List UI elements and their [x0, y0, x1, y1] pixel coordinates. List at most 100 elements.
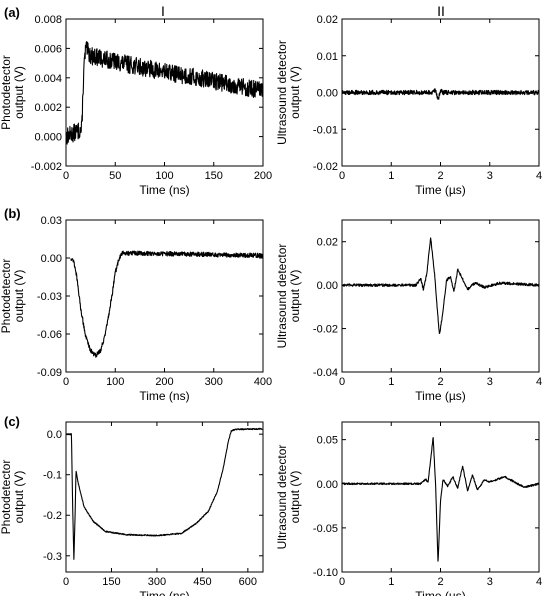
- y-tick-label: -0.02: [313, 161, 338, 173]
- y-axis-label-line: Ultrasound detector: [275, 445, 289, 550]
- x-tick-label: 300: [205, 376, 223, 388]
- plot-frame-c-I: [65, 421, 264, 573]
- y-axis-label-line: output (V): [12, 66, 26, 119]
- x-tick-label: 1: [388, 170, 394, 182]
- y-axis-label-line: Ultrasound detector: [275, 40, 289, 145]
- y-tick-label: -0.03: [37, 291, 62, 303]
- y-tick-label: -0.01: [313, 124, 338, 136]
- y-tick-label: -0.10: [313, 567, 338, 579]
- trace-a-II: [341, 88, 540, 100]
- x-axis-label: Time (µs): [415, 589, 465, 596]
- y-tick-label: 0.00: [317, 280, 338, 292]
- y-axis-label-line: output (V): [12, 270, 26, 323]
- x-tick-label: 0: [63, 576, 69, 588]
- x-tick-label: 0: [63, 376, 69, 388]
- x-tick-label: 300: [148, 576, 166, 588]
- y-tick-label: 0.00: [317, 479, 338, 491]
- trace-c-I: [65, 427, 264, 560]
- y-axis-label-line: output (V): [288, 471, 302, 524]
- x-tick-label: 1: [388, 376, 394, 388]
- plot-frame-b-I: [65, 219, 264, 373]
- y-tick-label: 0.03: [41, 215, 62, 227]
- x-tick-label: 4: [536, 576, 542, 588]
- row-label-c: (c): [4, 414, 20, 429]
- x-tick-label: 0: [339, 376, 345, 388]
- y-tick-label: -0.3: [43, 551, 62, 563]
- x-axis-label: Time (ns): [139, 589, 189, 596]
- x-tick-label: 0: [339, 170, 345, 182]
- y-tick-label: 0.000: [34, 132, 62, 144]
- x-tick-label: 2: [437, 170, 443, 182]
- y-axis-label-line: output (V): [288, 66, 302, 119]
- y-tick-label: -0.02: [313, 324, 338, 336]
- y-axis-label-line: Photodetector: [0, 55, 13, 130]
- x-tick-label: 150: [205, 170, 223, 182]
- x-axis-label: Time (µs): [415, 183, 465, 197]
- y-tick-label: 0.006: [34, 43, 62, 55]
- y-tick-label: 0.00: [41, 253, 62, 265]
- y-tick-label: 0.002: [34, 102, 62, 114]
- panel-b-II: 0 1 2 3 4 -0.04 -0.02 0.00 0.02 Time (µs) Ultrasou…: [275, 219, 542, 403]
- x-tick-label: 4: [536, 376, 542, 388]
- y-axis-label: Ultrasound detectoroutput (V): [275, 445, 302, 550]
- trace-b-I: [70, 250, 264, 358]
- y-axis-label-line: Ultrasound detector: [275, 244, 289, 349]
- x-axis-label: Time (ns): [139, 389, 189, 403]
- y-axis-label: Photodetectoroutput (V): [0, 55, 26, 130]
- x-tick-label: 2: [437, 576, 443, 588]
- trace-c-II: [341, 437, 540, 562]
- y-tick-label: 0.02: [317, 14, 338, 26]
- trace-b-II: [341, 237, 540, 335]
- y-tick-label: -0.09: [37, 367, 62, 379]
- y-axis-label-line: Photodetector: [0, 460, 13, 535]
- y-tick-label: 0.00: [317, 88, 338, 100]
- panel-a-I: 0 50 100 150 200 -0.002 0.000 0.002 0.004 0.006 0.…: [0, 14, 272, 197]
- x-tick-label: 3: [487, 576, 493, 588]
- y-tick-label: 0.02: [317, 237, 338, 249]
- y-axis-label: Photodetectoroutput (V): [0, 259, 26, 334]
- y-tick-label: -0.05: [313, 523, 338, 535]
- panels: 0 50 100 150 200-0.0020.0000.0020.0040.0060.…: [0, 14, 542, 596]
- x-tick-label: 50: [109, 170, 121, 182]
- y-tick-label: -0.06: [37, 329, 62, 341]
- x-tick-label: 100: [106, 376, 124, 388]
- y-tick-label: -0.04: [313, 367, 338, 379]
- x-tick-label: 3: [487, 170, 493, 182]
- x-axis-label: Time (ns): [139, 183, 189, 197]
- panel-c-I: 0 150 300 450 600 -0.3 -0.2 -0.1 0.0 Time (ns) Pho…: [0, 421, 264, 596]
- x-tick-label: 450: [193, 576, 211, 588]
- x-tick-label: 200: [155, 376, 173, 388]
- x-tick-label: 100: [155, 170, 173, 182]
- x-axis-label: Time (µs): [415, 389, 465, 403]
- y-tick-label: 0.004: [34, 73, 62, 85]
- x-tick-label: 2: [437, 376, 443, 388]
- y-axis-label: Ultrasound detectoroutput (V): [275, 40, 302, 145]
- y-axis-label-line: Photodetector: [0, 259, 13, 334]
- y-axis-label: Photodetectoroutput (V): [0, 460, 26, 535]
- x-tick-label: 0: [339, 576, 345, 588]
- plot-frame-b-II: [341, 219, 540, 373]
- y-tick-label: 0.008: [34, 14, 62, 26]
- y-tick-label: -0.1: [43, 470, 62, 482]
- y-tick-label: 0.05: [317, 435, 338, 447]
- panel-a-II: 0 1 2 3 4 -0.02 -0.01 0.00 0.01 0.02 Time (µs) Ultr…: [275, 14, 542, 197]
- trace-a-I: [65, 41, 264, 145]
- column-label-II: II: [437, 3, 445, 19]
- y-axis-label-line: output (V): [288, 270, 302, 323]
- x-tick-label: 600: [239, 576, 257, 588]
- x-tick-label: 3: [487, 376, 493, 388]
- panel-c-II: 0 1 2 3 4 -0.10 -0.05 0.00 0.05 Time (µs) Ultrasou…: [275, 421, 542, 596]
- x-tick-label: 4: [536, 170, 542, 182]
- row-label-b: (b): [4, 206, 21, 221]
- y-axis-label: Ultrasound detectoroutput (V): [275, 244, 302, 349]
- y-tick-label: 0.01: [317, 51, 338, 63]
- x-tick-label: 200: [254, 170, 272, 182]
- y-axis-label-line: output (V): [12, 471, 26, 524]
- panel-b-I: 0 100 200 300 400 -0.09 -0.06 -0.03 0.00 0.03 Time…: [0, 215, 272, 403]
- row-label-a: (a): [4, 5, 20, 20]
- x-tick-label: 0: [63, 170, 69, 182]
- x-tick-label: 400: [254, 376, 272, 388]
- x-tick-label: 150: [102, 576, 120, 588]
- y-tick-label: 0.0: [47, 429, 62, 441]
